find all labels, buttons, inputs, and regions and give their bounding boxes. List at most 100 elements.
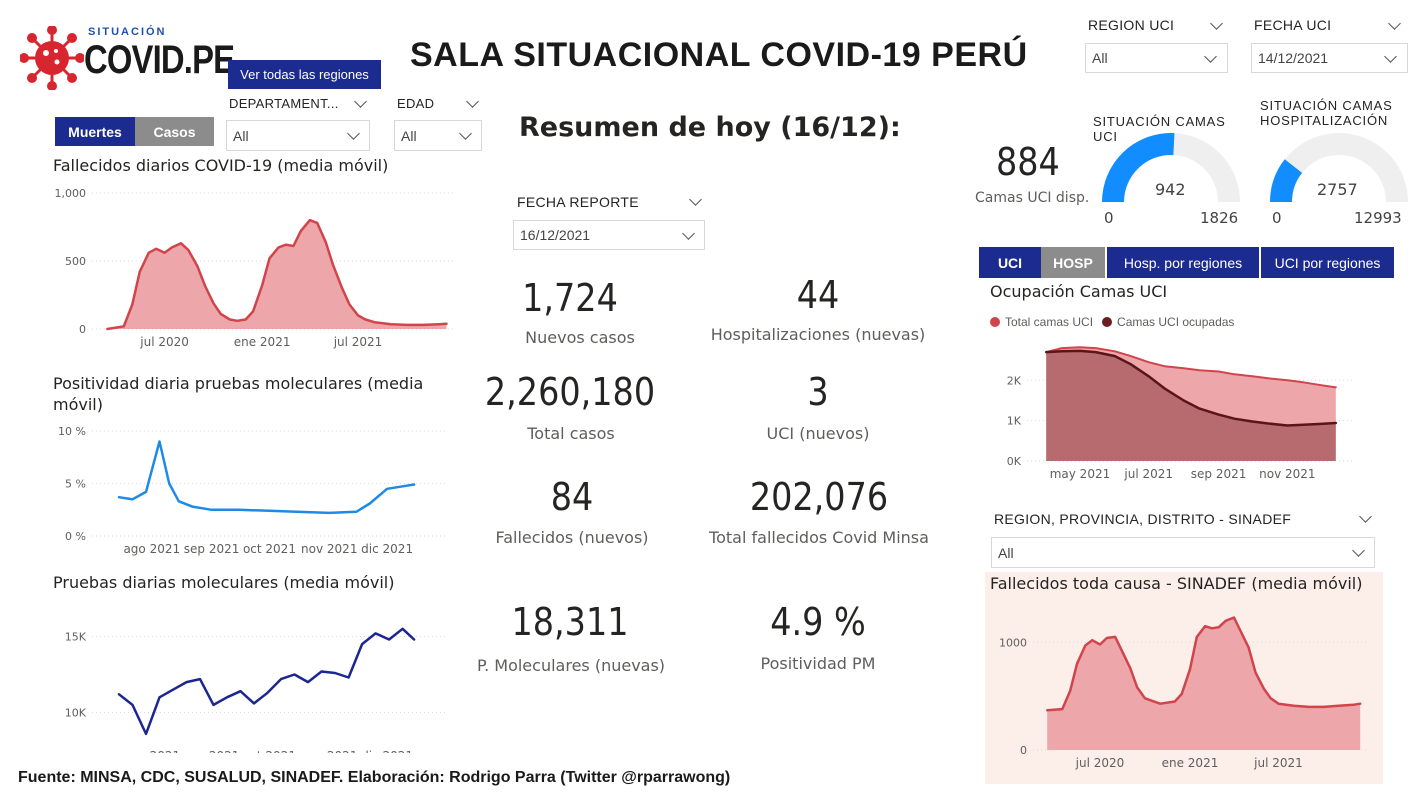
x-tick-label: sep 2021 [1191,467,1247,481]
chevron-down-icon [347,127,360,140]
legend-label-total: Total camas UCI [1005,315,1094,329]
series-line [117,440,416,515]
hosp-gauge-title: SITUACIÓN CAMAS HOSPITALIZACIÓN [1260,98,1393,128]
uci-available-label: Camas UCI disp. [975,190,1090,206]
kpi-value: 2,260,180 [484,370,656,414]
deaths-chart-title: Fallecidos diarios COVID-19 (media móvil… [53,156,389,175]
series-line [1045,346,1337,389]
region-uci-collapse-icon[interactable] [1210,17,1223,30]
edad-collapse-icon[interactable] [466,95,479,108]
x-tick-label: jul 2020 [1075,756,1125,770]
muertes-toggle[interactable]: Muertes [55,117,135,146]
casos-toggle[interactable]: Casos [135,117,214,146]
legend-label-occupied: Camas UCI ocupadas [1117,315,1235,329]
uci-gauge-min: 0 [1104,209,1114,227]
x-tick-label: nov 2021 [1259,467,1315,481]
region-uci-label: REGION UCI [1088,17,1175,33]
sinadef-chart-title: Fallecidos toda causa - SINADEF (media m… [990,574,1363,593]
y-tick-label: 500 [65,255,86,268]
legend-marker-total [990,317,1000,327]
summary-title: Resumen de hoy (16/12): [519,112,901,143]
y-tick-label: 2K [1007,374,1022,387]
hosp-toggle[interactable]: HOSP [1041,247,1105,278]
hosp-gauge [1269,133,1408,203]
x-tick-label: nov 2021 [301,749,357,753]
series-line [1044,349,1338,427]
legend-marker-occupied [1102,317,1113,327]
departamento-value: All [233,127,249,144]
all-regions-button[interactable]: Ver todas las regiones [228,60,381,89]
gauge-fill [1102,133,1175,203]
uci-by-region-button[interactable]: UCI por regiones [1261,247,1394,278]
x-tick-label: ene 2021 [1162,756,1219,770]
fecha-reporte-value: 16/12/2021 [520,227,591,243]
page-title: SALA SITUACIONAL COVID-19 PERÚ [410,36,1028,74]
x-tick-label: jul 2021 [1253,756,1303,770]
sinadef-region-dropdown[interactable]: All [991,537,1375,568]
fecha-reporte-collapse-icon[interactable] [689,193,702,206]
fecha-reporte-dropdown[interactable]: 16/12/2021 [513,220,705,250]
x-tick-label: ago 2021 [123,542,180,556]
uci-available-value: 884 [996,140,1060,184]
y-tick-label: 1000 [999,636,1027,649]
x-tick-label: nov 2021 [301,542,357,556]
edad-dropdown[interactable]: All [394,120,482,151]
hosp-by-region-button[interactable]: Hosp. por regiones [1107,247,1259,278]
x-tick-label: ene 2021 [234,335,291,349]
hosp-gauge-min: 0 [1272,209,1282,227]
kpi-label: UCI (nuevos) [766,424,870,443]
edad-label: EDAD [397,96,435,111]
kpi-value: 1,724 [522,276,618,320]
uci-toggle[interactable]: UCI [979,247,1041,278]
departamento-collapse-icon[interactable] [354,95,367,108]
kpi-label: Fallecidos (nuevos) [495,528,649,547]
x-tick-label: dic 2021 [361,749,413,753]
sinadef-region-value: All [998,544,1014,561]
logo-title: COVID.PE [84,38,235,82]
kpi-value: 202,076 [749,475,889,519]
fecha-uci-collapse-icon[interactable] [1388,17,1401,30]
virus-icon [20,26,84,90]
logo: SITUACIÓN COVID.PE [20,18,235,90]
kpi-value: 4.9 % [770,600,866,644]
positivity-chart-title: Positividad diaria pruebas moleculares (… [53,374,424,414]
region-uci-dropdown[interactable]: All [1085,43,1228,73]
sinadef-collapse-icon[interactable] [1359,510,1372,523]
region-uci-value: All [1092,50,1108,66]
departamento-label: DEPARTAMENT... [229,96,339,111]
departamento-dropdown[interactable]: All [226,120,370,151]
kpi-label: Positividad PM [760,654,876,673]
kpi-value: 3 [807,370,829,414]
series-line [106,218,448,331]
sinadef-region-label: REGION, PROVINCIA, DISTRITO - SINADEF [994,511,1292,527]
hosp-gauge-value: 2757 [1317,180,1358,199]
y-tick-label: 0 [79,323,86,336]
y-tick-label: 5 % [65,478,86,491]
uci-occupancy-chart: 2K 1K 0K may 2021 jul 2021 sep 2021 nov 2021 [1007,346,1355,481]
series-area [1046,350,1336,461]
edad-value: All [401,127,417,144]
x-tick-label: jul 2021 [333,335,383,349]
y-tick-label: 0K [1007,455,1022,468]
x-tick-label: jul 2020 [139,335,189,349]
footer-source: Fuente: MINSA, CDC, SUSALUD, SINADEF. El… [18,769,731,786]
chevron-down-icon [1204,50,1217,63]
uci-gauge-max: 1826 [1200,209,1239,227]
tests-chart-title: Pruebas diarias moleculares (media móvil… [53,573,395,592]
fecha-uci-dropdown[interactable]: 14/12/2021 [1251,43,1408,73]
uci-occupancy-chart-title: Ocupación Camas UCI [990,282,1168,301]
x-tick-label: oct 2021 [243,749,296,753]
y-tick-label: 10K [65,707,87,720]
x-tick-label: jul 2021 [1123,467,1173,481]
fecha-uci-label: FECHA UCI [1254,17,1332,33]
x-tick-label: sep 2021 [184,542,240,556]
chevron-down-icon [1384,50,1397,63]
chevron-down-icon [459,127,472,140]
y-tick-label: 1,000 [55,187,87,200]
kpi-value: 44 [796,273,840,317]
kpi-value: 18,311 [511,600,629,644]
y-tick-label: 10 % [58,425,86,438]
y-tick-label: 0 % [65,530,86,543]
kpi-label: Hospitalizaciones (nuevas) [710,325,926,344]
fecha-reporte-label: FECHA REPORTE [517,194,639,210]
